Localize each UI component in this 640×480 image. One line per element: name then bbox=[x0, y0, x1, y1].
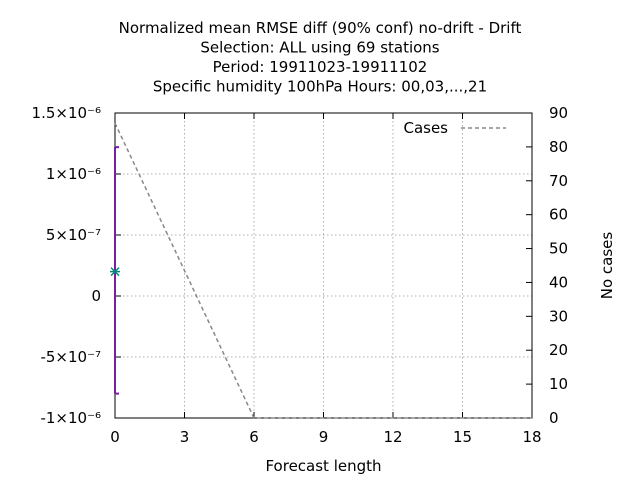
chart-title-line: Selection: ALL using 69 stations bbox=[200, 39, 439, 57]
error-bar-layer bbox=[110, 146, 120, 395]
x-tick-labels: 0 3 6 9 12 15 18 bbox=[110, 428, 541, 446]
chart-title-line: Normalized mean RMSE diff (90% conf) no-… bbox=[119, 19, 522, 37]
y2-tick-label: 30 bbox=[549, 307, 568, 325]
y2-tick-labels: 90 80 70 60 50 40 30 20 10 0 bbox=[549, 104, 568, 427]
y-tick-label: 1.5×10⁻⁶ bbox=[32, 104, 101, 122]
series-layer bbox=[114, 122, 532, 419]
x-tick-label: 9 bbox=[319, 428, 329, 446]
y2-axis-label: No cases bbox=[598, 232, 616, 300]
x-tick-label: 0 bbox=[110, 428, 120, 446]
x-tick-label: 3 bbox=[180, 428, 190, 446]
y2-tick-label: 50 bbox=[549, 240, 568, 258]
x-tick-label: 12 bbox=[383, 428, 402, 446]
y2-tick-label: 20 bbox=[549, 341, 568, 359]
y2-tick-label: 90 bbox=[549, 104, 568, 122]
y-tick-label: -1×10⁻⁶ bbox=[40, 409, 101, 427]
y-tick-label: -5×10⁻⁷ bbox=[40, 348, 101, 366]
y2-tick-label: 80 bbox=[549, 138, 568, 156]
y-tick-label: 1×10⁻⁶ bbox=[46, 165, 101, 183]
y-tick-labels: 1.5×10⁻⁶ 1×10⁻⁶ 5×10⁻⁷ 0 -5×10⁻⁷ -1×10⁻⁶ bbox=[32, 104, 101, 427]
x-tick-label: 6 bbox=[249, 428, 259, 446]
y2-tick-label: 70 bbox=[549, 172, 568, 190]
x-axis-label: Forecast length bbox=[265, 457, 381, 475]
y2-tick-label: 60 bbox=[549, 206, 568, 224]
y2-tick-label: 0 bbox=[549, 409, 559, 427]
series-line-cases bbox=[114, 122, 532, 419]
chart-title: Normalized mean RMSE diff (90% conf) no-… bbox=[119, 19, 522, 96]
grid-lines bbox=[115, 113, 532, 418]
chart-title-line: Period: 19911023-19911102 bbox=[213, 58, 428, 76]
legend: Cases bbox=[403, 119, 506, 137]
y-tick-label: 0 bbox=[91, 287, 101, 305]
chart-title-line: Specific humidity 100hPa Hours: 00,03,..… bbox=[153, 78, 487, 96]
x-tick-label: 18 bbox=[522, 428, 541, 446]
legend-label: Cases bbox=[403, 119, 448, 137]
y2-tick-label: 10 bbox=[549, 375, 568, 393]
y2-tick-label: 40 bbox=[549, 273, 568, 291]
x-tick-label: 15 bbox=[453, 428, 472, 446]
y-tick-label: 5×10⁻⁷ bbox=[46, 226, 101, 244]
